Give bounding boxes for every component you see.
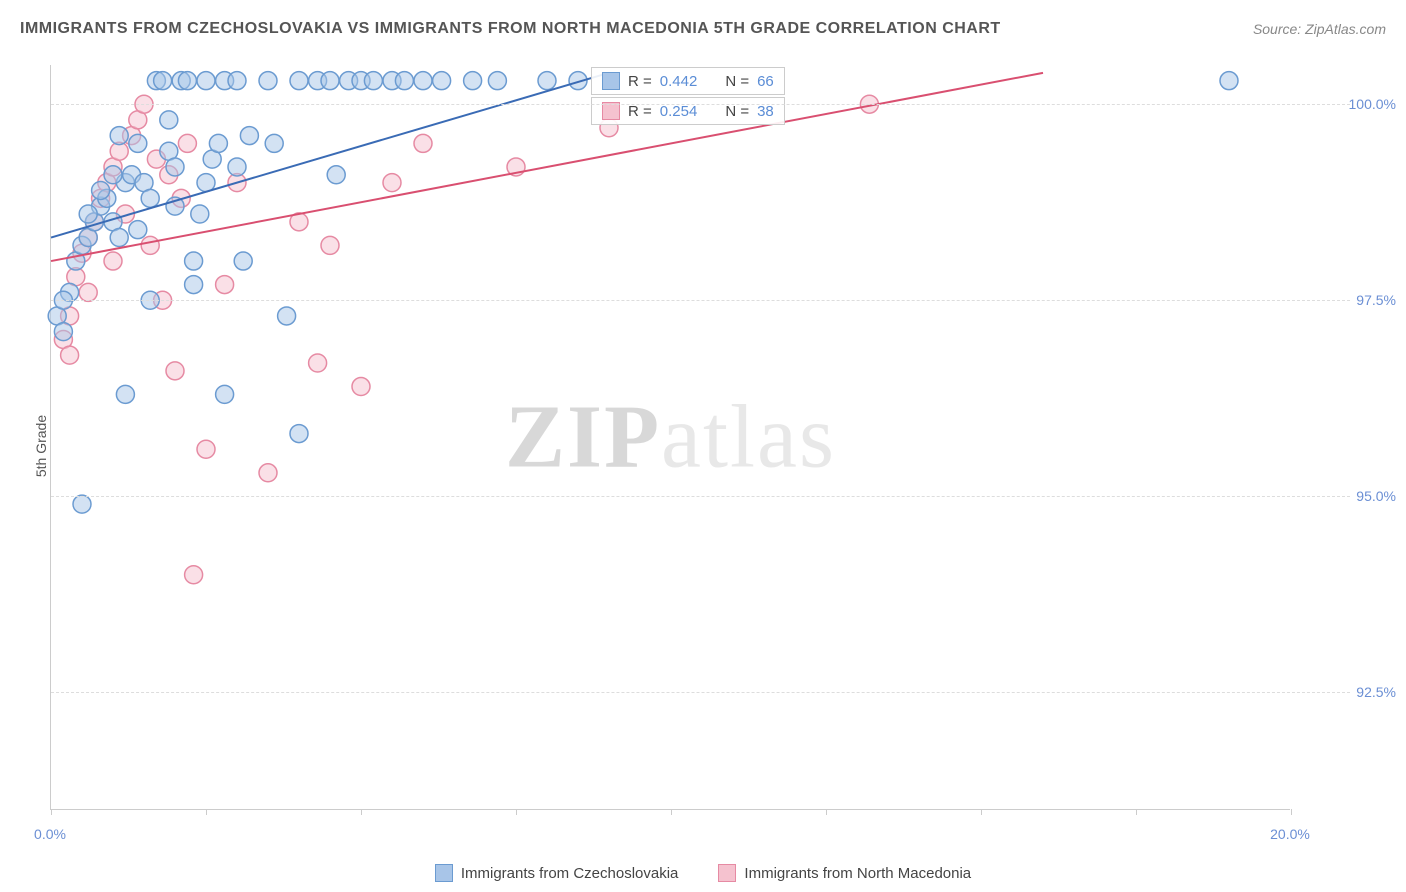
stat-r-label: R =	[628, 73, 652, 90]
y-tick-label: 97.5%	[1356, 292, 1396, 308]
x-tick-mark	[361, 809, 362, 815]
y-tick-label: 92.5%	[1356, 684, 1396, 700]
regression-line	[51, 73, 609, 238]
data-point	[290, 425, 308, 443]
data-point	[383, 174, 401, 192]
plot-area: ZIPatlas R = 0.442 N = 66 R = 0.254 N = …	[50, 65, 1290, 810]
scatter-svg	[51, 65, 1290, 809]
data-point	[228, 72, 246, 90]
data-point	[209, 134, 227, 152]
data-point	[116, 385, 134, 403]
stats-legend-series-0: R = 0.442 N = 66	[591, 67, 785, 95]
data-point	[352, 378, 370, 396]
regression-line	[51, 73, 1043, 261]
legend-swatch-icon	[602, 72, 620, 90]
x-tick-mark	[1291, 809, 1292, 815]
data-point	[290, 72, 308, 90]
gridline-h	[51, 692, 1350, 693]
gridline-h	[51, 496, 1350, 497]
data-point	[178, 72, 196, 90]
x-tick-mark	[826, 809, 827, 815]
x-tick-mark	[51, 809, 52, 815]
data-point	[92, 181, 110, 199]
data-point	[129, 134, 147, 152]
data-point	[166, 158, 184, 176]
x-tick-mark	[981, 809, 982, 815]
data-point	[79, 205, 97, 223]
legend-label: Immigrants from Czechoslovakia	[461, 865, 679, 882]
x-tick-mark	[516, 809, 517, 815]
data-point	[110, 229, 128, 247]
data-point	[1220, 72, 1238, 90]
data-point	[464, 72, 482, 90]
stat-n-value: 66	[757, 73, 774, 90]
data-point	[185, 252, 203, 270]
data-point	[185, 566, 203, 584]
data-point	[110, 127, 128, 145]
y-tick-label: 100.0%	[1349, 96, 1396, 112]
data-point	[79, 283, 97, 301]
data-point	[141, 236, 159, 254]
data-point	[240, 127, 258, 145]
stat-n-label: N =	[725, 73, 749, 90]
data-point	[278, 307, 296, 325]
data-point	[265, 134, 283, 152]
y-axis-label: 5th Grade	[33, 415, 49, 477]
data-point	[54, 323, 72, 341]
data-point	[166, 362, 184, 380]
gridline-h	[51, 104, 1350, 105]
stats-legend-series-1: R = 0.254 N = 38	[591, 97, 785, 125]
data-point	[364, 72, 382, 90]
data-point	[73, 495, 91, 513]
gridline-h	[51, 300, 1350, 301]
data-point	[327, 166, 345, 184]
bottom-legend: Immigrants from Czechoslovakia Immigrant…	[0, 864, 1406, 882]
data-point	[61, 346, 79, 364]
data-point	[309, 354, 327, 372]
data-point	[216, 276, 234, 294]
data-point	[191, 205, 209, 223]
data-point	[259, 72, 277, 90]
x-tick-label: 0.0%	[34, 826, 66, 842]
chart-container: IMMIGRANTS FROM CZECHOSLOVAKIA VS IMMIGR…	[0, 0, 1406, 892]
data-point	[433, 72, 451, 90]
x-tick-mark	[671, 809, 672, 815]
data-point	[104, 252, 122, 270]
data-point	[234, 252, 252, 270]
title-bar: IMMIGRANTS FROM CZECHOSLOVAKIA VS IMMIGR…	[20, 20, 1386, 38]
data-point	[129, 221, 147, 239]
data-point	[141, 189, 159, 207]
data-point	[488, 72, 506, 90]
data-point	[154, 72, 172, 90]
legend-swatch-icon	[435, 864, 453, 882]
data-point	[216, 385, 234, 403]
data-point	[104, 166, 122, 184]
data-point	[395, 72, 413, 90]
data-point	[414, 72, 432, 90]
data-point	[228, 158, 246, 176]
chart-title: IMMIGRANTS FROM CZECHOSLOVAKIA VS IMMIGR…	[20, 20, 1001, 38]
data-point	[178, 134, 196, 152]
data-point	[185, 276, 203, 294]
data-point	[414, 134, 432, 152]
data-point	[197, 72, 215, 90]
legend-swatch-icon	[718, 864, 736, 882]
legend-item-series-1: Immigrants from North Macedonia	[718, 864, 971, 882]
x-tick-mark	[206, 809, 207, 815]
data-point	[321, 72, 339, 90]
stat-r-value: 0.442	[660, 73, 698, 90]
data-point	[321, 236, 339, 254]
y-tick-label: 95.0%	[1356, 488, 1396, 504]
data-point	[538, 72, 556, 90]
source-label: Source: ZipAtlas.com	[1253, 21, 1386, 37]
legend-item-series-0: Immigrants from Czechoslovakia	[435, 864, 679, 882]
x-tick-label: 20.0%	[1270, 826, 1310, 842]
data-point	[197, 440, 215, 458]
legend-label: Immigrants from North Macedonia	[744, 865, 971, 882]
data-point	[160, 111, 178, 129]
x-tick-mark	[1136, 809, 1137, 815]
data-point	[259, 464, 277, 482]
